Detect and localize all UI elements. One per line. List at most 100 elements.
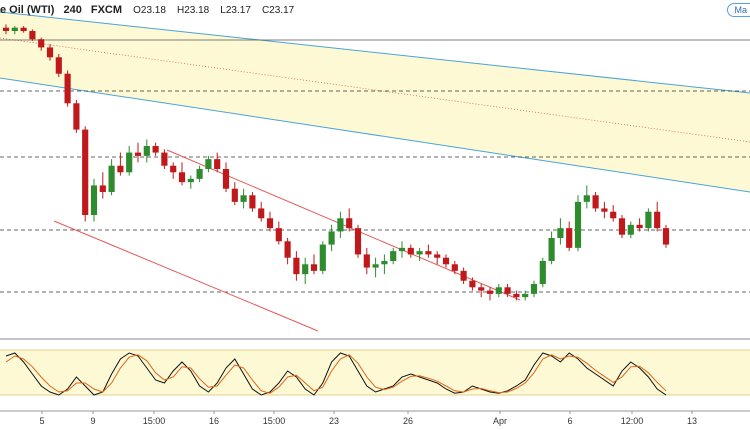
candle-down[interactable] <box>20 27 27 31</box>
candle-down[interactable] <box>310 264 318 271</box>
red-channel-line-1[interactable] <box>53 220 319 332</box>
candle-down[interactable] <box>662 228 670 245</box>
candle-up[interactable] <box>539 261 546 284</box>
candle-down[interactable] <box>64 73 71 104</box>
time-tick-label: 15:00 <box>143 416 166 426</box>
candle-down[interactable] <box>407 247 414 255</box>
candle-down[interactable] <box>293 257 300 275</box>
candle-down[interactable] <box>249 195 256 209</box>
candle-up[interactable] <box>645 211 652 229</box>
candle-up[interactable] <box>557 228 564 238</box>
candle-up[interactable] <box>240 195 247 202</box>
candle-up[interactable] <box>302 264 309 275</box>
top-right-tag[interactable]: Ma <box>727 3 750 17</box>
candle-down[interactable] <box>134 152 142 156</box>
candle-down[interactable] <box>425 251 432 255</box>
candle-up[interactable] <box>627 224 634 235</box>
candle-up[interactable] <box>108 165 115 192</box>
candle-down[interactable] <box>55 57 62 74</box>
time-tick-label: 13 <box>687 416 697 426</box>
candle-down[interactable] <box>346 218 353 229</box>
candle-up[interactable] <box>196 169 203 179</box>
candle-up[interactable] <box>11 27 18 31</box>
blue-channel-top-line[interactable] <box>0 11 750 94</box>
candle-down[interactable] <box>231 188 238 202</box>
candles-layer <box>2 24 670 301</box>
candle-up[interactable] <box>319 244 326 271</box>
candle-down[interactable] <box>117 165 124 173</box>
time-tick-label: 6 <box>567 416 572 426</box>
candle-up[interactable] <box>390 251 397 261</box>
timeframe[interactable]: 240 <box>63 4 82 16</box>
time-axis-ticks[interactable]: 5 9 15:00 16 15:00 23 26 Apr 6 12:00 13 <box>39 411 697 426</box>
candle-up[interactable] <box>337 218 344 232</box>
candle-down[interactable] <box>152 146 159 153</box>
candle-down[interactable] <box>275 228 282 242</box>
candle-down[interactable] <box>161 152 168 166</box>
candle-down[interactable] <box>478 287 485 291</box>
blue-channel-bottom-line[interactable] <box>0 77 750 193</box>
candle-down[interactable] <box>46 47 54 58</box>
stochastic-d-line <box>5 354 667 394</box>
candle-down[interactable] <box>82 129 89 215</box>
candle-up[interactable] <box>187 178 194 183</box>
time-tick-label: Apr <box>493 416 507 426</box>
candle-down[interactable] <box>451 264 458 271</box>
candle-down[interactable] <box>636 224 643 229</box>
symbol-name[interactable]: e Oil (WTI) <box>0 4 55 16</box>
candle-up[interactable] <box>522 293 529 298</box>
candle-down[interactable] <box>618 218 626 235</box>
candle-up[interactable] <box>530 284 538 294</box>
candle-up[interactable] <box>90 185 98 215</box>
candle-down[interactable] <box>29 31 36 40</box>
time-tick-label: 16 <box>209 416 219 426</box>
low-value: L23.17 <box>220 5 251 16</box>
blue-channel-mid-line[interactable] <box>0 37 750 143</box>
candle-up[interactable] <box>372 264 379 268</box>
candle-down[interactable] <box>178 172 186 183</box>
candle-up[interactable] <box>205 159 212 169</box>
red-channel-line-2[interactable] <box>166 149 521 301</box>
candle-up[interactable] <box>495 287 502 294</box>
candle-down[interactable] <box>214 159 221 169</box>
candle-up[interactable] <box>574 201 582 248</box>
candle-down[interactable] <box>363 254 370 268</box>
blue-channel-band <box>0 12 750 192</box>
candle-up[interactable] <box>328 231 335 245</box>
time-tick-label: 9 <box>90 416 95 426</box>
candle-down[interactable] <box>258 208 265 219</box>
candle-up[interactable] <box>548 238 555 261</box>
time-tick-label: 15:00 <box>263 416 286 426</box>
candle-down[interactable] <box>73 103 80 130</box>
candle-down[interactable] <box>610 211 617 219</box>
candle-down[interactable] <box>266 218 274 229</box>
candle-down[interactable] <box>38 39 45 48</box>
candle-down[interactable] <box>486 290 494 294</box>
candle-down[interactable] <box>566 228 573 248</box>
candle-down[interactable] <box>460 270 467 281</box>
close-value: C23.17 <box>261 5 295 16</box>
stochastic-band <box>0 350 750 395</box>
candle-down[interactable] <box>469 280 476 288</box>
candle-down[interactable] <box>222 169 230 189</box>
candle-up[interactable] <box>381 261 388 265</box>
candle-down[interactable] <box>592 195 599 209</box>
candle-down[interactable] <box>513 293 520 298</box>
candle-up[interactable] <box>126 152 133 173</box>
candle-down[interactable] <box>434 254 441 258</box>
candle-up[interactable] <box>143 146 150 156</box>
time-tick-label: 26 <box>403 416 413 426</box>
candle-down[interactable] <box>2 27 10 31</box>
candle-down[interactable] <box>442 257 450 265</box>
candle-down[interactable] <box>654 211 661 229</box>
candle-down[interactable] <box>601 208 608 212</box>
candle-up[interactable] <box>398 247 406 252</box>
candle-down[interactable] <box>354 228 362 255</box>
candle-down[interactable] <box>284 241 291 258</box>
candle-up[interactable] <box>583 195 590 202</box>
candle-down[interactable] <box>504 287 511 294</box>
candle-up[interactable] <box>416 251 423 255</box>
candle-down[interactable] <box>170 165 177 173</box>
candle-down[interactable] <box>99 185 106 192</box>
